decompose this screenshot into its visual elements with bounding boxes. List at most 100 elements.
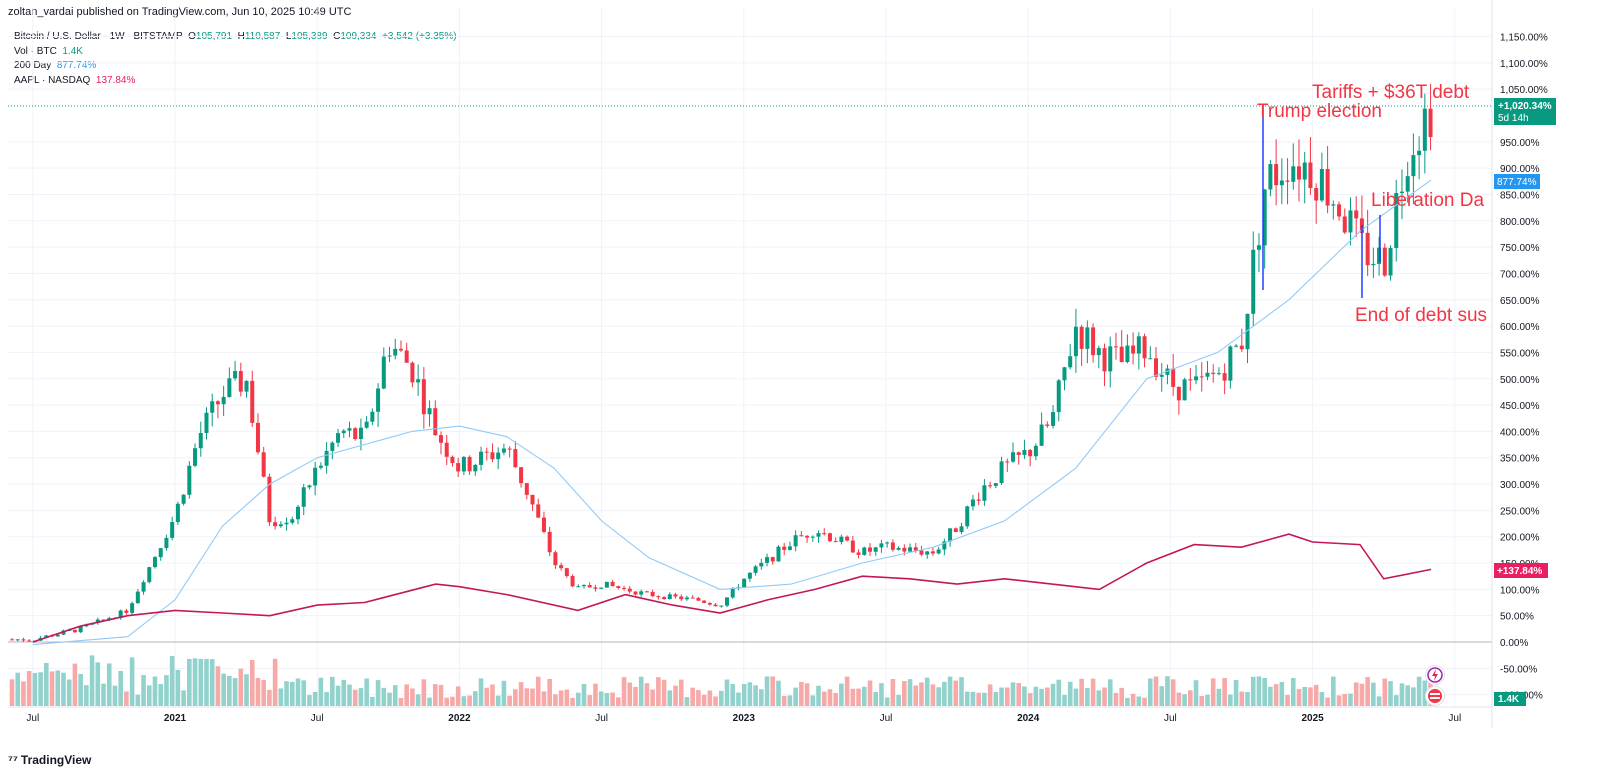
volume-bar <box>919 682 924 706</box>
ma-badge: 877.74% <box>1494 174 1540 189</box>
volume-bar <box>1405 685 1410 706</box>
candle-body <box>1411 155 1416 177</box>
volume-bar <box>289 681 295 706</box>
price-tick-label: 100.00% <box>1500 585 1540 596</box>
candle-body <box>307 485 312 488</box>
volume-bar <box>32 673 38 706</box>
annotation-liberation-day: Liberation Da <box>1371 190 1484 211</box>
volume-bar <box>175 669 181 706</box>
candle-body <box>1399 191 1404 194</box>
volume-bar <box>1159 686 1165 706</box>
volume-bar <box>450 696 455 706</box>
candle-body <box>667 594 672 600</box>
price-tick-label: 1,050.00% <box>1500 85 1548 96</box>
candle-body <box>988 485 993 487</box>
volume-bar <box>667 690 673 706</box>
volume-bar <box>1239 691 1245 706</box>
candle-body <box>1268 164 1273 190</box>
candle-body <box>1045 424 1050 426</box>
price-tick-label: 450.00% <box>1500 401 1540 412</box>
price-tick-label: 750.00% <box>1500 243 1540 254</box>
volume-bar <box>821 691 827 706</box>
candle-body <box>490 452 495 460</box>
candle-body <box>461 456 466 472</box>
volume-bar <box>38 672 43 706</box>
candle-body <box>387 355 392 357</box>
candle-body <box>999 461 1004 484</box>
candle-body <box>1228 346 1233 381</box>
candle-body <box>1239 345 1244 350</box>
volume-bar <box>312 691 318 706</box>
volume-bar <box>1113 692 1119 706</box>
lightning-icon[interactable] <box>1425 665 1445 685</box>
volume-bar <box>1130 693 1136 706</box>
volume-bar <box>1262 677 1267 706</box>
candle-body <box>639 591 644 595</box>
volume-bar <box>398 697 404 706</box>
legend-label: AAPL · NASDAQ <box>14 74 91 86</box>
volume-bar <box>1308 687 1313 706</box>
volume-bar <box>587 695 593 706</box>
volume-bar <box>1027 693 1033 706</box>
volume-bar <box>152 676 158 706</box>
legend-value: 1.4K <box>62 45 83 57</box>
volume-bar <box>478 678 484 706</box>
candle-body <box>730 588 735 598</box>
candle-body <box>1142 336 1147 359</box>
volume-bar <box>204 658 209 706</box>
legend-value: 137.84% <box>95 74 136 86</box>
legend-row-volume[interactable]: Vol · BTC 1.4K <box>14 45 457 60</box>
volume-bar <box>724 679 730 706</box>
volume-bar <box>781 695 787 706</box>
candle-body <box>816 533 821 537</box>
volume-bar <box>627 682 633 706</box>
volume-bar <box>1176 692 1182 706</box>
volume-bar <box>146 685 152 706</box>
volume-bar <box>713 696 718 706</box>
candle-body <box>427 408 432 415</box>
volume-bar <box>461 696 467 706</box>
volume-bar <box>1033 686 1039 706</box>
volume-bar <box>604 693 610 706</box>
volume-bar <box>541 691 547 706</box>
candle-body <box>1159 374 1164 377</box>
volume-bar <box>547 678 552 706</box>
time-tick-label: 2023 <box>733 713 756 724</box>
candle-body <box>1194 376 1199 381</box>
volume-bar <box>44 662 49 706</box>
candle-body <box>673 594 678 597</box>
volume-bar <box>232 678 238 706</box>
volume-bar <box>272 658 278 706</box>
volume-bar <box>581 684 587 706</box>
candle-body <box>765 557 770 563</box>
candle-body <box>318 465 323 468</box>
volume-bar <box>764 676 770 706</box>
price-tick-label: 0.00% <box>1500 638 1528 649</box>
btc-badge-countdown: 5d 14h <box>1498 113 1529 124</box>
price-tick-label: 500.00% <box>1500 375 1540 386</box>
candle-body <box>484 451 489 453</box>
volume-bar <box>135 694 141 706</box>
price-tick-label: 400.00% <box>1500 427 1540 438</box>
candle-body <box>1056 380 1061 413</box>
volume-bar <box>736 692 741 706</box>
flag-icon[interactable] <box>1425 686 1445 706</box>
volume-bar <box>1411 687 1416 706</box>
volume-bar <box>1365 677 1370 706</box>
volume-bar <box>387 692 392 706</box>
volume-bar <box>169 656 175 706</box>
volume-bar <box>209 659 215 706</box>
candle-body <box>1176 386 1181 401</box>
volume-bar <box>850 688 856 706</box>
volume-bar <box>141 675 146 706</box>
volume-bar <box>301 680 307 706</box>
candle-body <box>759 562 764 567</box>
legend-row-aapl[interactable]: AAPL · NASDAQ 137.84% <box>14 74 457 89</box>
candle-body <box>587 585 592 588</box>
candle-body <box>255 422 260 453</box>
candle-body <box>410 362 415 383</box>
candle-body <box>662 597 667 600</box>
volume-bar <box>95 662 101 706</box>
volume-bar <box>375 680 381 706</box>
